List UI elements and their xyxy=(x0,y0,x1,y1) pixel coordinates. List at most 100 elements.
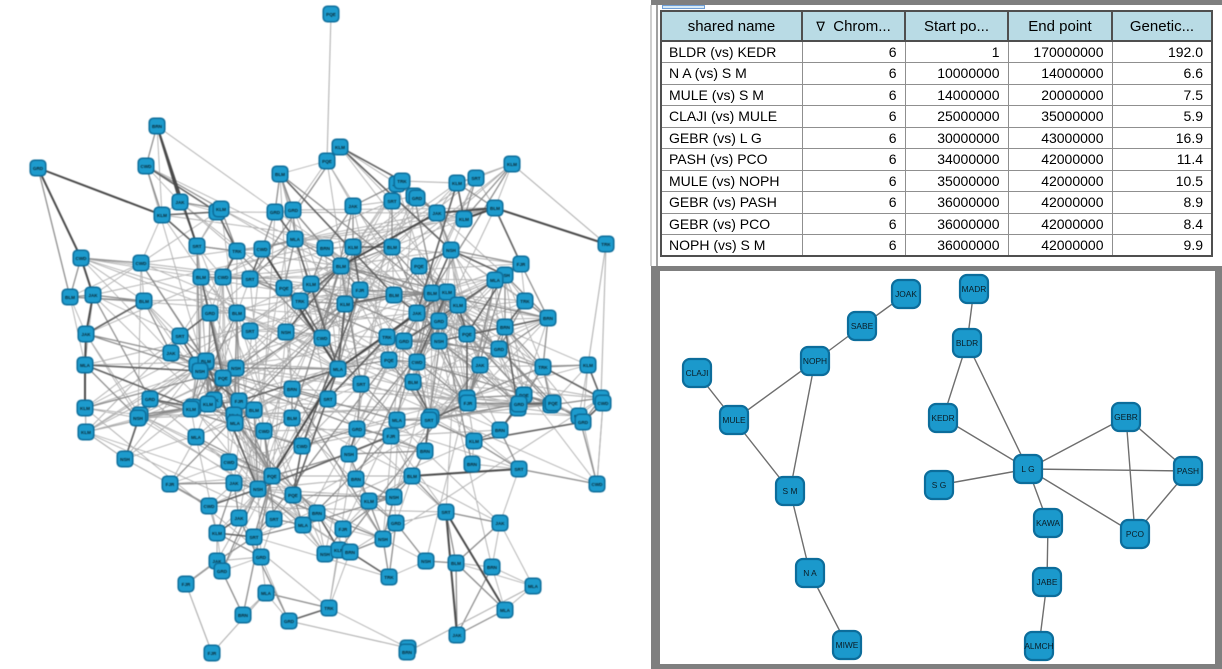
svg-text:BLM: BLM xyxy=(232,311,242,316)
svg-text:SRT: SRT xyxy=(269,517,278,522)
svg-text:SRT: SRT xyxy=(441,510,450,515)
svg-text:N A: N A xyxy=(803,568,817,578)
svg-text:NSH: NSH xyxy=(133,416,143,421)
svg-text:SRT: SRT xyxy=(192,244,201,249)
svg-text:S G: S G xyxy=(932,480,946,490)
svg-text:GRD: GRD xyxy=(399,339,410,344)
svg-text:FJR: FJR xyxy=(235,399,244,404)
svg-text:JAK: JAK xyxy=(175,200,185,205)
svg-text:TRK: TRK xyxy=(520,299,530,304)
svg-text:KLM: KLM xyxy=(81,430,91,435)
svg-text:PQE: PQE xyxy=(414,264,424,269)
svg-text:JAK: JAK xyxy=(234,516,244,521)
svg-text:TRK: TRK xyxy=(232,249,242,254)
svg-text:KLM: KLM xyxy=(334,548,344,553)
svg-text:BLM: BLM xyxy=(336,264,346,269)
svg-text:GRD: GRD xyxy=(284,619,295,624)
svg-text:MLA: MLA xyxy=(500,608,511,613)
svg-text:NSH: NSH xyxy=(320,552,330,557)
svg-text:TRK: TRK xyxy=(295,299,305,304)
svg-text:CWD: CWD xyxy=(412,360,424,365)
svg-text:GEBR: GEBR xyxy=(1114,412,1138,422)
svg-text:PASH: PASH xyxy=(1177,466,1199,476)
svg-text:BLM: BLM xyxy=(387,245,397,250)
svg-text:KLM: KLM xyxy=(306,282,316,287)
svg-text:GRD: GRD xyxy=(391,521,402,526)
svg-text:KLM: KLM xyxy=(442,290,452,295)
svg-text:NSH: NSH xyxy=(195,369,205,374)
svg-text:FJR: FJR xyxy=(182,582,191,587)
svg-text:KLM: KLM xyxy=(335,145,345,150)
svg-text:JAK: JAK xyxy=(412,311,422,316)
svg-text:PQE: PQE xyxy=(548,401,558,406)
svg-text:MLA: MLA xyxy=(261,591,272,596)
svg-text:KLM: KLM xyxy=(186,407,196,412)
svg-text:MLA: MLA xyxy=(490,278,501,283)
svg-text:KLM: KLM xyxy=(157,213,167,218)
svg-text:BRN: BRN xyxy=(287,387,298,392)
svg-text:KLM: KLM xyxy=(364,499,374,504)
svg-text:NSH: NSH xyxy=(231,366,241,371)
svg-text:KAWA: KAWA xyxy=(1036,518,1060,528)
svg-text:SABE: SABE xyxy=(851,321,874,331)
svg-text:CWD: CWD xyxy=(136,261,148,266)
svg-text:BRN: BRN xyxy=(238,613,249,618)
svg-text:GRD: GRD xyxy=(33,166,44,171)
svg-text:CWD: CWD xyxy=(218,275,230,280)
svg-text:GRD: GRD xyxy=(270,210,281,215)
svg-text:CWD: CWD xyxy=(204,504,216,509)
svg-text:SRT: SRT xyxy=(471,176,480,181)
svg-text:NSH: NSH xyxy=(421,559,431,564)
svg-text:JAK: JAK xyxy=(348,204,358,209)
svg-text:MLA: MLA xyxy=(191,435,202,440)
svg-text:NSH: NSH xyxy=(344,452,354,457)
svg-text:KLM: KLM xyxy=(469,439,479,444)
svg-text:BRN: BRN xyxy=(420,449,431,454)
svg-text:KLM: KLM xyxy=(459,217,469,222)
svg-text:BLM: BLM xyxy=(65,295,75,300)
svg-text:PQE: PQE xyxy=(267,474,277,479)
svg-text:PQE: PQE xyxy=(462,332,472,337)
svg-text:NSH: NSH xyxy=(378,537,388,542)
svg-text:KLM: KLM xyxy=(340,302,350,307)
svg-text:FJR: FJR xyxy=(166,482,175,487)
svg-text:CWD: CWD xyxy=(141,164,153,169)
svg-text:CWD: CWD xyxy=(598,401,610,406)
svg-text:GRD: GRD xyxy=(217,569,228,574)
svg-text:MULE: MULE xyxy=(722,415,746,425)
svg-text:FJR: FJR xyxy=(356,288,365,293)
svg-text:JAK: JAK xyxy=(452,633,462,638)
svg-text:CLAJI: CLAJI xyxy=(686,368,709,378)
svg-text:BLM: BLM xyxy=(249,408,259,413)
svg-text:KLM: KLM xyxy=(507,162,517,167)
svg-text:JABE: JABE xyxy=(1037,577,1058,587)
svg-text:CWD: CWD xyxy=(297,444,309,449)
svg-text:MIWE: MIWE xyxy=(836,640,859,650)
svg-text:MADR: MADR xyxy=(962,284,987,294)
svg-text:BRN: BRN xyxy=(320,246,331,251)
svg-text:NSH: NSH xyxy=(446,248,456,253)
svg-text:BRN: BRN xyxy=(345,550,356,555)
svg-text:GRD: GRD xyxy=(494,347,505,352)
svg-text:SRT: SRT xyxy=(245,329,254,334)
svg-text:GRD: GRD xyxy=(205,311,216,316)
svg-text:TRK: TRK xyxy=(324,606,334,611)
svg-text:BLM: BLM xyxy=(490,206,500,211)
svg-text:MLA: MLA xyxy=(230,421,241,426)
svg-text:NSH: NSH xyxy=(500,273,510,278)
svg-text:MLA: MLA xyxy=(290,237,301,242)
svg-text:NOPH: NOPH xyxy=(803,356,827,366)
svg-text:BLDR: BLDR xyxy=(956,338,978,348)
svg-text:BRN: BRN xyxy=(402,650,413,655)
svg-text:BLM: BLM xyxy=(287,416,297,421)
svg-text:L G: L G xyxy=(1021,464,1034,474)
svg-text:SRT: SRT xyxy=(175,334,184,339)
svg-text:BRN: BRN xyxy=(500,325,511,330)
svg-text:GRD: GRD xyxy=(256,555,267,560)
svg-text:JAK: JAK xyxy=(432,211,442,216)
svg-text:MLA: MLA xyxy=(298,523,309,528)
svg-text:JAK: JAK xyxy=(88,293,98,298)
svg-text:BLM: BLM xyxy=(427,291,437,296)
svg-text:SRT: SRT xyxy=(356,382,365,387)
svg-text:PQE: PQE xyxy=(288,493,298,498)
